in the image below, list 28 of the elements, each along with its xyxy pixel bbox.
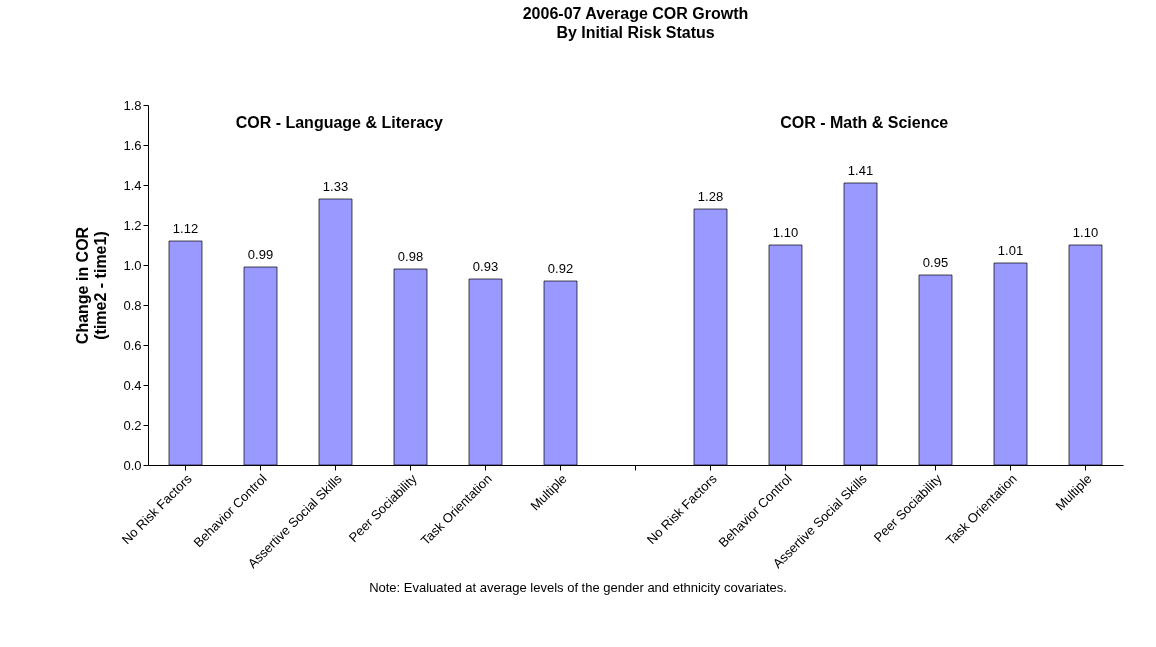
annotation: COR - Language & Literacy: [235, 114, 443, 131]
data-label: 0.99: [247, 247, 274, 262]
y-tick-label: 0.6: [123, 337, 142, 353]
data-label: 1.28: [697, 189, 724, 204]
data-label: 1.41: [847, 163, 874, 178]
annotation: COR - Math & Science: [780, 114, 949, 131]
data-label: 1.01: [997, 243, 1024, 258]
y-tick-label: 0.2: [123, 417, 142, 433]
text: Note: Evaluated at average levels of the gender and ethnicity covariates.: [368, 580, 788, 595]
y-tick-label: 1.0: [123, 257, 142, 273]
data-label: 0.95: [922, 255, 949, 270]
data-label: 1.12: [172, 221, 199, 236]
chart-title: 2006-07 Average COR Growth: [522, 5, 749, 22]
y-tick-label: 1.6: [123, 137, 142, 153]
y-tick-label: 1.8: [123, 97, 142, 113]
data-label: 0.98: [397, 249, 424, 264]
y-tick-label: 0.8: [123, 297, 142, 313]
data-label: 0.92: [547, 261, 574, 276]
data-label: 1.10: [1072, 225, 1099, 240]
chart-subtitle: By Initial Risk Status: [556, 24, 715, 41]
data-label: 0.93: [472, 259, 499, 274]
data-label: 1.33: [322, 179, 349, 194]
y-tick-label: 0.4: [123, 377, 142, 393]
y-tick-label: 1.2: [123, 217, 142, 233]
y-axis-title: Change in COR (time2 - time1): [74, 226, 110, 345]
y-tick-label: 1.4: [123, 177, 142, 193]
y-tick-label: 0.0: [123, 457, 142, 473]
data-label: 1.10: [772, 225, 799, 240]
